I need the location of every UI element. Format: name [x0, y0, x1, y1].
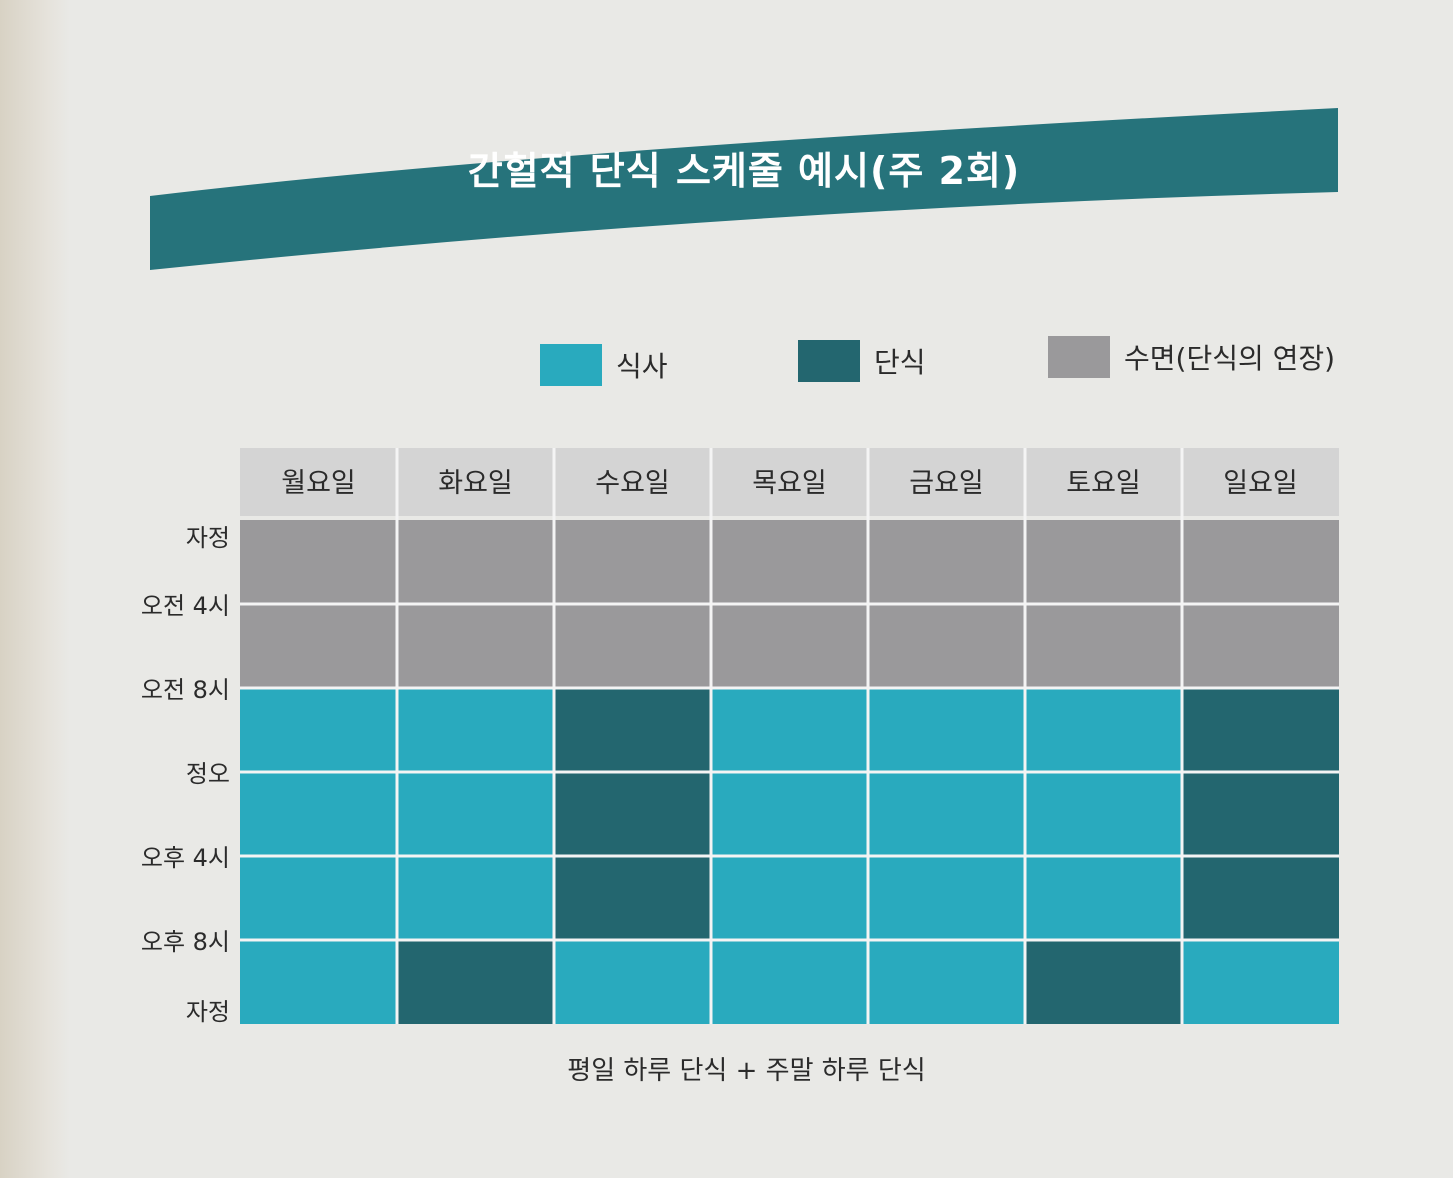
day-header-cell	[1025, 448, 1182, 516]
y-tick-label: 오후 8시	[141, 928, 230, 956]
y-tick-label: 오전 8시	[141, 676, 230, 704]
chart-title: 간헐적 단식 스케줄 예시(주 2회)	[467, 149, 1021, 193]
legend-label-meal: 식사	[616, 350, 668, 383]
schedule-block	[397, 940, 554, 1024]
day-header-cell	[240, 448, 397, 516]
legend-item-meal: 식사	[540, 344, 668, 386]
legend-swatch-fasting	[798, 340, 860, 382]
schedule-block	[1182, 688, 1339, 940]
legend-label-sleep: 수면(단식의 연장)	[1124, 342, 1336, 375]
legend-label-fasting: 단식	[874, 346, 926, 379]
legend: 식사 단식 수면(단식의 연장)	[540, 336, 1340, 396]
y-tick-label: 자정	[186, 998, 230, 1026]
legend-swatch-sleep	[1048, 336, 1110, 378]
day-header-cell	[1182, 448, 1339, 516]
y-tick-label: 정오	[186, 760, 230, 788]
day-header-label: 수요일	[595, 468, 670, 499]
schedule-block	[1025, 688, 1182, 940]
day-header-label: 금요일	[909, 468, 984, 499]
day-header-cell	[711, 448, 868, 516]
y-tick-label: 오전 4시	[141, 592, 230, 620]
schedule-block	[554, 940, 711, 1024]
day-header-label: 토요일	[1066, 468, 1141, 499]
day-header-label: 목요일	[752, 468, 827, 499]
schedule-block	[1025, 940, 1182, 1024]
day-header-cell	[554, 448, 711, 516]
schedule-block	[554, 688, 711, 940]
schedule-block	[1182, 940, 1339, 1024]
legend-swatch-meal	[540, 344, 602, 386]
chart-caption: 평일 하루 단식 + 주말 하루 단식	[567, 1056, 926, 1086]
day-header-label: 화요일	[438, 468, 513, 499]
day-header-label: 일요일	[1223, 468, 1298, 499]
y-tick-label: 자정	[186, 524, 230, 552]
page-fold-shadow	[0, 0, 70, 1178]
legend-item-fasting: 단식	[798, 340, 926, 382]
title-banner-shape	[150, 108, 1338, 270]
schedule-block	[397, 688, 554, 940]
y-tick-label: 오후 4시	[141, 844, 230, 872]
day-header-cell	[868, 448, 1025, 516]
day-header-label: 월요일	[281, 468, 356, 499]
title-banner: 간헐적 단식 스케줄 예시(주 2회)	[150, 108, 1338, 270]
legend-item-sleep: 수면(단식의 연장)	[1048, 336, 1335, 378]
day-header-cell	[397, 448, 554, 516]
